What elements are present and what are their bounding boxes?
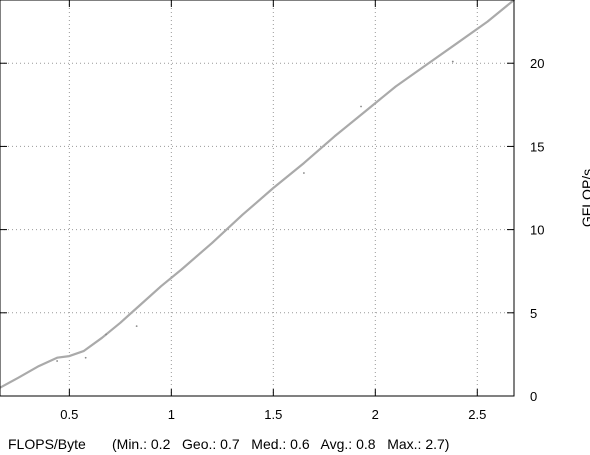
x-tick-label: 2.5 [468, 407, 486, 422]
scatter-point [56, 360, 59, 362]
x-tick-label: 0.5 [60, 407, 78, 422]
series-line [0, 0, 516, 389]
scatter-point [84, 356, 87, 359]
scatter-point [360, 105, 362, 108]
x-tick-label: 1.5 [264, 407, 282, 422]
x-axis-label: FLOPS/Byte [8, 436, 86, 452]
y-tick-label: 10 [530, 223, 544, 238]
y-tick-label: 5 [530, 306, 537, 321]
scatter-point [135, 325, 138, 328]
y-tick-labels: 0 5 10 15 20 [530, 56, 544, 404]
data-series [0, 0, 516, 389]
plot-frame [0, 0, 515, 397]
x-axis-stats: (Min.: 0.2 Geo.: 0.7 Med.: 0.6 Avg.: 0.8… [112, 436, 449, 452]
y-tick-label: 0 [530, 389, 537, 404]
y-tick-label: 20 [530, 56, 544, 71]
x-tick-labels: 0.5 1 1.5 2 2.5 [60, 407, 486, 422]
y-axis-label: GFLOP/s [579, 169, 590, 227]
y-tick-label: 15 [530, 139, 544, 154]
x-tick-label: 2 [372, 407, 379, 422]
scatter-point [105, 333, 107, 336]
scatter-point [451, 60, 454, 63]
scatter-point [303, 172, 305, 174]
x-tick-label: 1 [168, 407, 175, 422]
